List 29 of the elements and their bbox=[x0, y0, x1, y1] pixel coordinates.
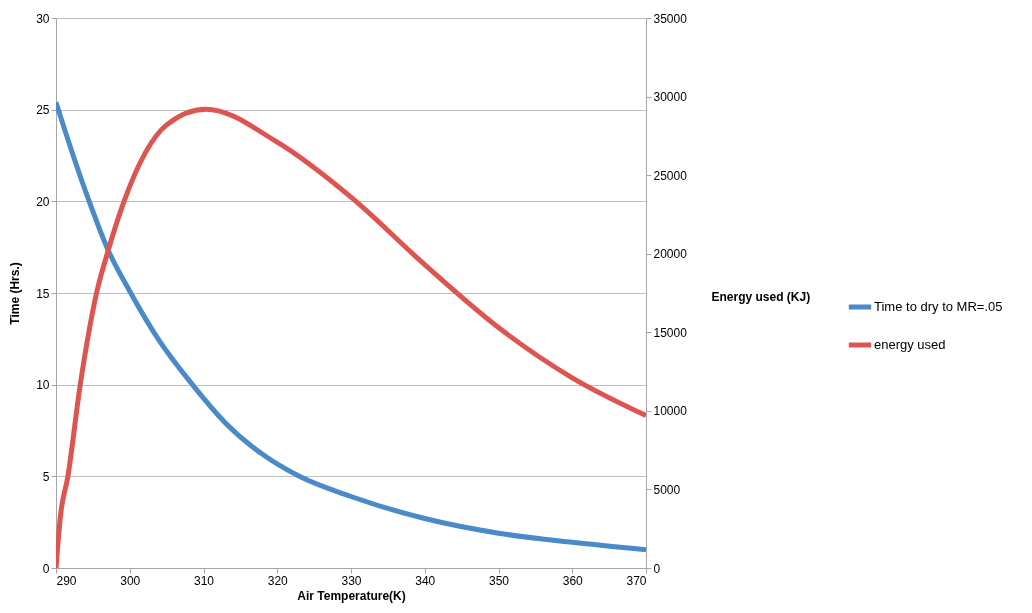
y2-tick-label: 35000 bbox=[653, 11, 688, 26]
y-tick-label: 20 bbox=[36, 194, 50, 209]
y-tick-label: 30 bbox=[36, 11, 50, 26]
x-tick-label: 320 bbox=[267, 573, 289, 588]
y2-tick-label: 25000 bbox=[653, 168, 688, 183]
x-tick-label: 300 bbox=[120, 573, 141, 588]
x-axis-title: Air Temperature(K) bbox=[297, 588, 406, 603]
x-tick-label: 310 bbox=[193, 573, 215, 588]
y-tick-label: 25 bbox=[36, 103, 50, 118]
x-tick-label: 340 bbox=[415, 573, 436, 588]
x-tick-label: 350 bbox=[488, 573, 510, 588]
y2-tick-label: 5000 bbox=[653, 482, 681, 497]
y-axis-title: Time (Hrs.) bbox=[8, 262, 23, 325]
y2-tick-label: 20000 bbox=[653, 247, 688, 262]
y-tick-label: 15 bbox=[36, 286, 50, 301]
y2-tick-label: 30000 bbox=[653, 90, 688, 105]
y2-tick-label: 15000 bbox=[653, 325, 688, 340]
legend-label: energy used bbox=[874, 337, 946, 352]
y2-tick-label: 0 bbox=[653, 561, 661, 576]
x-tick-label: 290 bbox=[56, 573, 77, 588]
x-tick-label: 370 bbox=[626, 573, 647, 588]
y2-tick-label: 10000 bbox=[653, 404, 688, 419]
legend-label: Time to dry to MR=.05 bbox=[874, 299, 1003, 314]
y-tick-label: 0 bbox=[42, 561, 50, 576]
y2-axis-title: Energy used (KJ) bbox=[711, 289, 811, 304]
y-tick-label: 10 bbox=[36, 378, 50, 393]
x-tick-label: 360 bbox=[562, 573, 584, 588]
x-tick-label: 330 bbox=[341, 573, 362, 588]
y-tick-label: 5 bbox=[42, 469, 50, 484]
